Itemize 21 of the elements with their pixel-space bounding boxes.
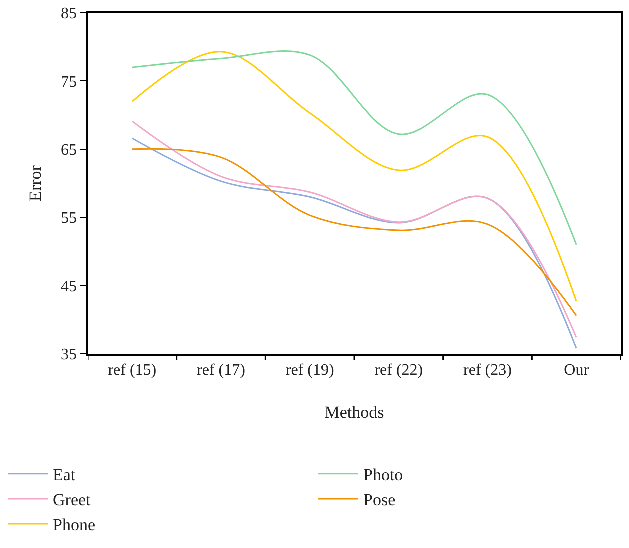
y-axis-title: Error (26, 165, 46, 202)
y-tick-label: 75 (61, 74, 78, 91)
legend-label: Greet (53, 490, 92, 510)
y-tick-label: 35 (61, 346, 78, 364)
y-tick-label: 65 (61, 142, 78, 159)
x-tick-label: ref (22) (374, 362, 424, 379)
x-axis-title: Methods (324, 402, 384, 422)
x-tick-label: ref (23) (464, 362, 512, 379)
legend-label: Phone (53, 516, 96, 535)
x-tick-label: ref (19) (286, 362, 334, 379)
x-tick-label: ref (15) (108, 362, 157, 379)
legend-label: Pose (364, 490, 396, 510)
y-tick-label: 45 (61, 278, 78, 296)
line-series (132, 51, 578, 302)
legend-label: Photo (364, 465, 404, 484)
x-tick-label: Our (564, 362, 590, 379)
y-tick-label: 55 (61, 210, 78, 228)
y-tick-label: 85 (61, 6, 78, 23)
legend-label: Eat (53, 465, 76, 484)
x-tick-label: ref (17) (197, 362, 246, 379)
line-series (132, 148, 578, 317)
